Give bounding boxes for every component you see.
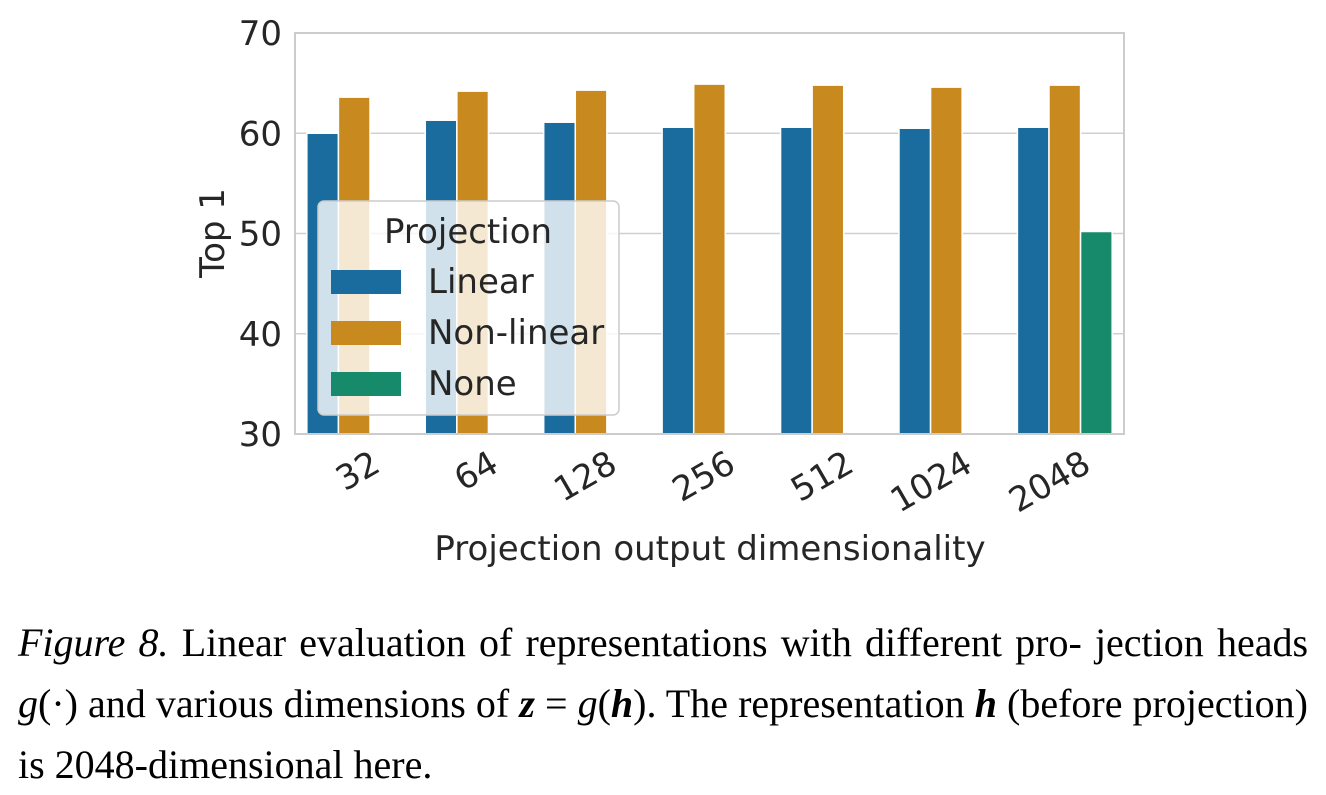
legend-title: Projection — [384, 212, 552, 252]
legend: Projection Linear Non-linear None — [317, 200, 620, 416]
caption-math: h — [974, 681, 997, 726]
bar-linear-1024 — [898, 127, 932, 435]
legend-entries: Linear Non-linear None — [331, 262, 604, 404]
legend-label: None — [428, 364, 517, 404]
x-tick-label: 512 — [784, 443, 860, 510]
x-tick-label: 64 — [448, 443, 505, 499]
x-tick-label: 2048 — [1002, 443, 1097, 521]
legend-label: Non-linear — [428, 313, 604, 353]
caption-text: jection heads — [1094, 620, 1309, 665]
legend-box — [317, 200, 620, 416]
caption-text: The — [656, 681, 728, 726]
x-tick-label: 32 — [329, 443, 386, 499]
y-tick-label: 30 — [239, 415, 282, 455]
caption-text: Linear evaluation of representations wit… — [168, 620, 1082, 665]
legend-swatch — [331, 372, 401, 396]
x-tick-labels: 32 64 128 256 512 1024 2048 — [329, 443, 1097, 521]
caption-math: g — [18, 681, 38, 726]
caption-math: (·) — [38, 681, 78, 726]
bar-linear-256 — [661, 126, 695, 435]
legend-label: Linear — [428, 262, 534, 302]
bar-non-linear-2048 — [1048, 84, 1082, 435]
caption-text: representation — [738, 681, 975, 726]
figure-caption: Figure 8. Linear evaluation of represent… — [18, 612, 1308, 795]
y-tick-labels: 30 40 50 60 70 — [239, 14, 282, 455]
caption-math: g — [577, 681, 598, 726]
legend-swatch — [331, 321, 401, 345]
plot-frame — [294, 32, 1125, 435]
legend-swatch — [331, 270, 401, 294]
caption-math: z — [519, 681, 535, 726]
bar-linear-512 — [779, 126, 813, 435]
bar-non-linear-512 — [811, 84, 845, 435]
x-tick-label: 1024 — [884, 443, 979, 521]
x-axis-label: Projection output dimensionality — [434, 529, 985, 569]
y-tick-label: 50 — [239, 215, 282, 255]
caption-text: and various dimensions of — [77, 681, 520, 726]
y-axis-label: Top 1 — [193, 188, 233, 279]
caption-figure-number: Figure 8. — [18, 620, 169, 665]
y-tick-label: 40 — [239, 315, 282, 355]
bar-linear-2048 — [1016, 126, 1050, 435]
y-tick-label: 60 — [239, 114, 282, 154]
caption-math: h — [610, 681, 634, 726]
caption-math: ( — [597, 681, 611, 726]
x-tick-label: 256 — [666, 443, 742, 510]
bar-none-2048 — [1079, 230, 1113, 435]
caption-math: = — [534, 681, 578, 726]
bar-non-linear-256 — [692, 83, 727, 435]
caption-text: (before projection) is 2048-dimensional … — [18, 681, 1309, 787]
y-tick-label: 70 — [239, 14, 282, 54]
x-tick-label: 128 — [547, 443, 623, 510]
caption-math: ). — [633, 681, 657, 726]
bar-non-linear-1024 — [929, 86, 963, 435]
bar-chart: 30 40 50 60 70 32 64 128 256 512 1024 2048 Top 1 P… — [193, 14, 1125, 569]
